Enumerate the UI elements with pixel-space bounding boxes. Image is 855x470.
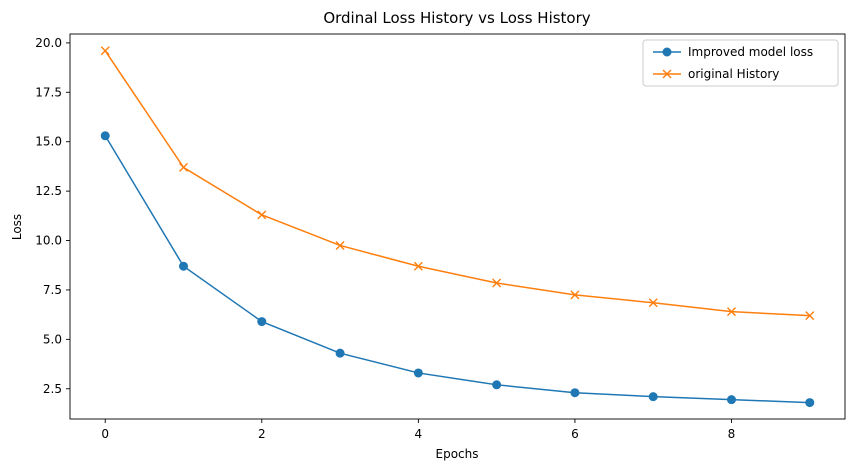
series-0-point-0 <box>100 131 110 141</box>
x-tick-label: 4 <box>415 427 423 441</box>
legend-box <box>642 39 839 87</box>
legend: Improved model loss original History <box>642 39 839 87</box>
y-tick-label: 7.5 <box>43 283 62 297</box>
series-0-point-1 <box>179 261 189 271</box>
series-1-point-5 <box>492 278 502 288</box>
y-tick-label: 20.0 <box>35 36 62 50</box>
plot-area <box>69 33 846 420</box>
series-1-point-3 <box>335 240 345 250</box>
x-axis-ticks: 0 2 4 6 8 <box>101 419 735 441</box>
series-line-1 <box>104 50 810 317</box>
series-1-point-4 <box>413 261 423 271</box>
y-axis-label: Loss <box>10 214 24 240</box>
legend-marker-1 <box>662 69 672 79</box>
series-1-point-8 <box>726 307 736 317</box>
y-tick-label: 12.5 <box>35 184 62 198</box>
series-0-point-4 <box>413 368 423 378</box>
x-tick-label: 8 <box>728 427 736 441</box>
x-tick-label: 6 <box>571 427 579 441</box>
x-axis-label: Epochs <box>436 447 479 461</box>
series-1-point-7 <box>648 298 658 308</box>
y-tick-label: 5.0 <box>43 332 62 346</box>
series-1-point-1 <box>179 162 189 172</box>
series-1-point-0 <box>100 46 110 56</box>
y-tick-label: 10.0 <box>35 234 62 248</box>
y-tick-label: 17.5 <box>35 85 62 99</box>
axes-frame <box>69 33 846 420</box>
series-0-point-8 <box>726 395 736 405</box>
series-0-point-2 <box>257 317 267 327</box>
legend-marker-0 <box>662 47 672 57</box>
series-1-point-9 <box>805 311 815 321</box>
series-0-point-6 <box>570 388 580 398</box>
chart-title: Ordinal Loss History vs Loss History <box>323 9 590 27</box>
legend-entry-1: original History <box>688 67 779 81</box>
y-tick-label: 15.0 <box>35 135 62 149</box>
y-axis-ticks: 2.5 5.0 7.5 10.0 12.5 15.0 17.5 20.0 <box>35 36 70 396</box>
x-tick-label: 0 <box>101 427 109 441</box>
series-0-point-3 <box>335 348 345 358</box>
y-tick-label: 2.5 <box>43 382 62 396</box>
series-line-0 <box>104 135 810 404</box>
series-1-point-2 <box>257 210 267 220</box>
series-1-point-6 <box>570 290 580 300</box>
legend-entry-0: Improved model loss <box>688 45 813 59</box>
series-0-point-9 <box>805 398 815 408</box>
x-tick-label: 2 <box>258 427 266 441</box>
series-0-point-5 <box>492 380 502 390</box>
series-0-point-7 <box>648 392 658 402</box>
